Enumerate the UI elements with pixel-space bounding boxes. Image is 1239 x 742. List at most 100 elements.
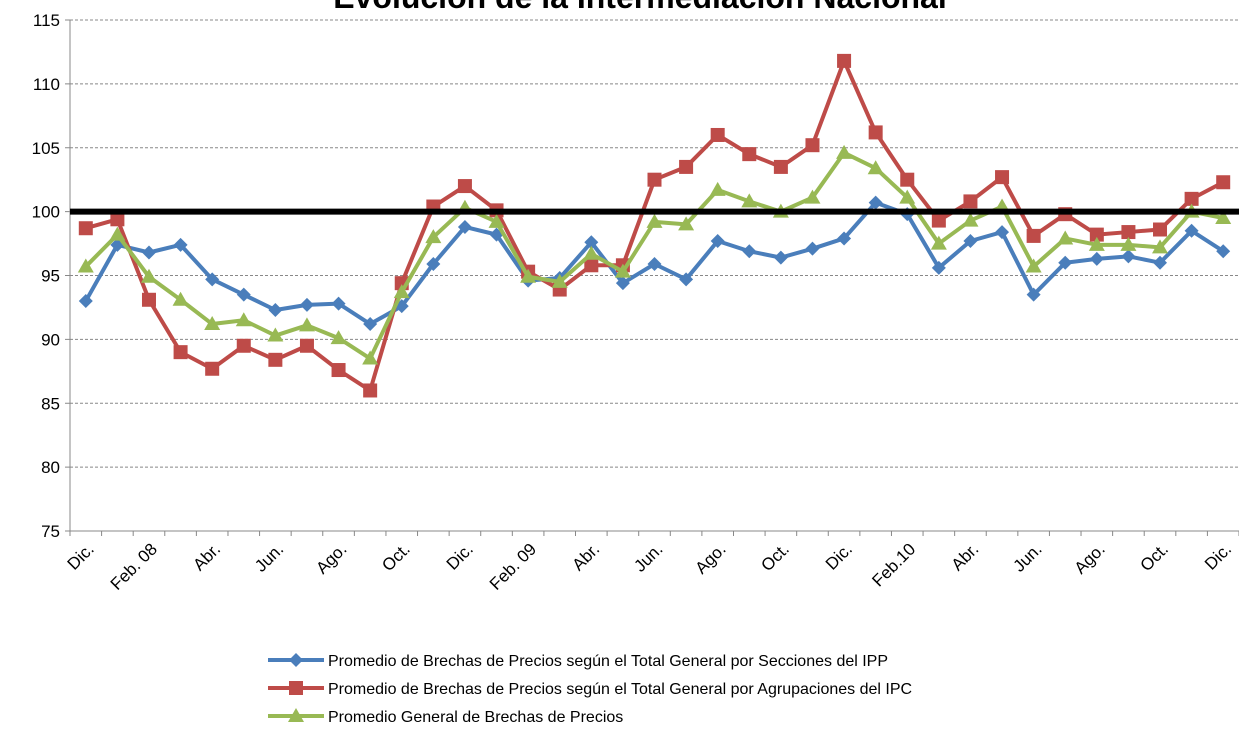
x-tick-label: Ago.: [312, 540, 350, 578]
point: [584, 258, 599, 273]
point: [299, 338, 314, 353]
point: [773, 250, 788, 265]
series: [77, 144, 1232, 365]
y-tick-label: 80: [41, 458, 60, 477]
point: [236, 338, 251, 353]
point: [647, 172, 662, 187]
x-tick-label: Abr.: [568, 540, 603, 575]
point: [931, 213, 946, 228]
point: [583, 245, 600, 260]
y-tick-label: 115: [33, 11, 60, 30]
x-tick-label: Dic.: [64, 540, 98, 574]
point: [1058, 255, 1073, 270]
point: [867, 160, 884, 175]
point: [805, 138, 820, 153]
point: [710, 234, 725, 249]
point: [995, 170, 1010, 185]
point: [742, 147, 757, 162]
point: [804, 189, 821, 204]
point: [615, 276, 630, 291]
point: [205, 272, 220, 287]
point: [584, 235, 599, 250]
point: [679, 272, 694, 287]
point: [173, 345, 188, 360]
point: [204, 316, 221, 331]
point: [363, 317, 378, 332]
point: [995, 225, 1010, 240]
point: [78, 294, 93, 309]
point: [236, 287, 251, 302]
point: [1025, 258, 1042, 273]
point: [868, 125, 883, 140]
point: [1153, 255, 1168, 270]
y-tick-label: 85: [41, 394, 60, 413]
point: [425, 229, 442, 244]
point: [679, 159, 694, 174]
point: [962, 212, 979, 227]
point: [678, 216, 695, 231]
y-tick-label: 95: [41, 267, 60, 286]
x-tick-label: Jun.: [251, 540, 287, 576]
point: [1152, 239, 1169, 254]
point: [299, 297, 314, 312]
x-tick-label: Oct.: [757, 540, 792, 575]
point: [457, 179, 472, 194]
x-tick-label: Dic.: [1201, 540, 1235, 574]
point: [330, 330, 347, 345]
point: [268, 302, 283, 317]
point: [1184, 223, 1199, 238]
point: [614, 263, 631, 278]
x-tick-label: Ago.: [692, 540, 730, 578]
point: [289, 681, 303, 695]
point: [1089, 227, 1104, 242]
x-tick-label: Dic.: [822, 540, 856, 574]
series: [78, 53, 1231, 398]
y-tick-label: 105: [32, 139, 60, 158]
point: [1121, 225, 1136, 240]
point: [172, 291, 189, 306]
x-tick-label: Abr.: [189, 540, 224, 575]
point: [289, 653, 303, 667]
point: [488, 213, 505, 228]
point: [141, 292, 156, 307]
point: [900, 172, 915, 187]
legend-label: Promedio de Brechas de Precios según el …: [328, 653, 888, 670]
point: [1089, 251, 1104, 266]
point: [457, 219, 472, 234]
legend-label: Promedio General de Brechas de Precios: [328, 709, 623, 726]
x-tick-label: Abr.: [948, 540, 983, 575]
point: [1057, 230, 1074, 245]
point: [331, 296, 346, 311]
x-tick-label: Feb. 09: [486, 540, 540, 594]
y-tick-label: 90: [41, 330, 60, 349]
point: [362, 350, 379, 365]
legend-label: Promedio de Brechas de Precios según el …: [328, 681, 912, 698]
point: [836, 144, 853, 159]
point: [1184, 191, 1199, 206]
point: [741, 193, 758, 208]
point: [173, 237, 188, 252]
x-tick-label: Oct.: [1137, 540, 1172, 575]
series: [78, 195, 1231, 332]
point: [773, 159, 788, 174]
point: [710, 127, 725, 142]
point: [646, 213, 663, 228]
point: [1121, 249, 1136, 264]
point: [742, 244, 757, 259]
point: [109, 226, 126, 241]
x-tick-label: Ago.: [1071, 540, 1109, 578]
point: [268, 352, 283, 367]
point: [235, 312, 252, 327]
point: [363, 383, 378, 398]
x-tick-label: Oct.: [378, 540, 413, 575]
x-tick-label: Feb. 08: [107, 540, 161, 594]
point: [963, 234, 978, 249]
point: [930, 235, 947, 250]
point: [205, 361, 220, 376]
point: [868, 195, 883, 210]
point: [647, 257, 662, 272]
point: [837, 231, 852, 246]
point: [805, 241, 820, 256]
point: [1216, 175, 1231, 190]
